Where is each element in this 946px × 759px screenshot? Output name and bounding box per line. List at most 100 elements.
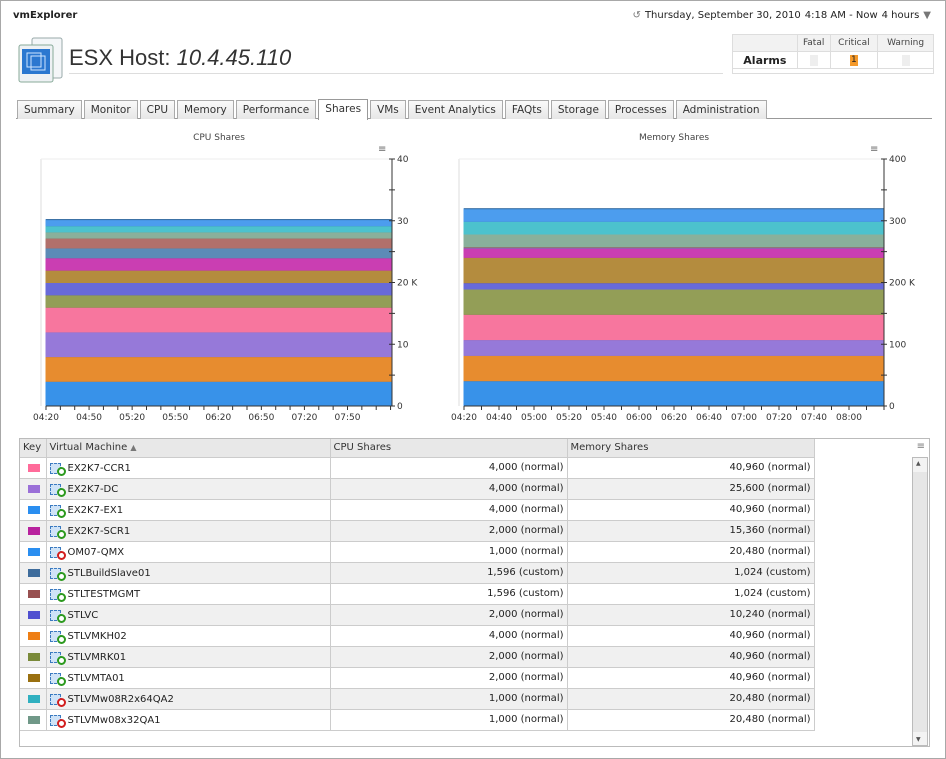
vm-cell[interactable]: OM07-QMX <box>46 541 331 563</box>
tab-faqts[interactable]: FAQts <box>504 100 549 119</box>
table-row[interactable]: STLVMw08x32QA1 1,000 (normal) 20,480 (no… <box>20 709 815 731</box>
table-row[interactable]: STLVC 2,000 (normal) 10,240 (normal) <box>20 604 815 626</box>
memory-shares-cell: 20,480 (normal) <box>567 688 815 710</box>
tab-vms[interactable]: VMs <box>370 100 406 119</box>
time-range-selector[interactable]: ↺ Thursday, September 30, 2010 4:18 AM - N… <box>629 10 931 21</box>
cpu-shares-cell: 1,000 (normal) <box>330 541 568 563</box>
table-row[interactable]: OM07-QMX 1,000 (normal) 20,480 (normal) <box>20 541 815 563</box>
tab-storage[interactable]: Storage <box>550 100 606 119</box>
color-swatch <box>28 590 40 598</box>
cpu-shares-cell: 2,000 (normal) <box>330 646 568 668</box>
tab-processes[interactable]: Processes <box>607 100 674 119</box>
stack-band-stlvmrk01 <box>463 288 885 315</box>
vertical-scrollbar[interactable]: ▲ ▼ <box>912 457 928 746</box>
col-cpu-shares[interactable]: CPU Shares <box>330 439 568 458</box>
tab-shares[interactable]: Shares <box>318 99 369 120</box>
x-tick-label: 07:40 <box>801 413 827 423</box>
color-swatch <box>28 485 40 493</box>
tab-administration[interactable]: Administration <box>675 100 767 119</box>
vm-cell[interactable]: EX2K7-SCR1 <box>46 520 331 542</box>
cpu-shares-cell: 4,000 (normal) <box>330 499 568 521</box>
vm-powered-on-icon <box>49 482 66 497</box>
y-tick-label: 400 <box>889 155 906 165</box>
scroll-down-icon[interactable]: ▼ <box>916 736 921 743</box>
memory-shares-cell: 1,024 (custom) <box>567 583 815 605</box>
vm-cell[interactable]: STLVMKH02 <box>46 625 331 647</box>
memory-shares-cell: 25,600 (normal) <box>567 478 815 500</box>
x-tick-label: 06:20 <box>661 413 687 423</box>
table-row[interactable]: STLBuildSlave01 1,596 (custom) 1,024 (cu… <box>20 562 815 584</box>
vm-cell[interactable]: EX2K7-EX1 <box>46 499 331 521</box>
color-swatch <box>28 569 40 577</box>
chevron-down-icon[interactable]: ▼ <box>923 10 931 21</box>
table-row[interactable]: EX2K7-CCR1 4,000 (normal) 40,960 (normal… <box>20 457 815 479</box>
col-virtual-machine[interactable]: Virtual Machine ▲ <box>46 439 331 458</box>
vm-cell[interactable]: STLVMw08R2x64QA2 <box>46 688 331 710</box>
table-row[interactable]: EX2K7-DC 4,000 (normal) 25,600 (normal) <box>20 478 815 500</box>
vm-name: EX2K7-DC <box>67 483 119 495</box>
host-server-icon <box>18 37 63 83</box>
x-tick-label: 04:20 <box>451 413 477 423</box>
stack-band-ex2k7-ex1 <box>463 380 885 407</box>
vm-cell[interactable]: STLVMTA01 <box>46 667 331 689</box>
tab-event-analytics[interactable]: Event Analytics <box>407 100 503 119</box>
vm-cell[interactable]: STLVMRK01 <box>46 646 331 668</box>
memory-chart-menu-icon[interactable]: ≡ <box>870 144 879 155</box>
vm-cell[interactable]: STLVC <box>46 604 331 626</box>
table-row[interactable]: EX2K7-EX1 4,000 (normal) 40,960 (normal) <box>20 499 815 521</box>
divider <box>69 73 723 74</box>
vm-cell[interactable]: STLBuildSlave01 <box>46 562 331 584</box>
vm-cell[interactable]: EX2K7-DC <box>46 478 331 500</box>
alarm-count-critical[interactable]: 1 <box>849 54 858 66</box>
cpu-shares-cell: 1,596 (custom) <box>330 583 568 605</box>
stack-band-stlbuildslave01 <box>45 247 393 259</box>
table-row[interactable]: STLVMRK01 2,000 (normal) 40,960 (normal) <box>20 646 815 668</box>
y-tick-label: 10 <box>397 340 409 350</box>
memory-shares-cell: 40,960 (normal) <box>567 625 815 647</box>
grid-menu-icon[interactable]: ≡ <box>916 441 925 452</box>
y-tick-label: 0 <box>889 402 895 412</box>
stack-band-stlvmw08r2x64qa2 <box>45 225 393 233</box>
stack-band-stlvmkh02 <box>463 354 885 382</box>
alarm-count-fatal[interactable] <box>809 54 818 66</box>
tab-cpu[interactable]: CPU <box>139 100 176 119</box>
range-label: 4:18 AM - Now <box>804 10 878 21</box>
tab-monitor[interactable]: Monitor <box>83 100 138 119</box>
y-tick-label: 40 <box>397 155 409 165</box>
stack-band-stlvmta01 <box>45 269 393 284</box>
scrollbar-thumb[interactable] <box>913 472 927 732</box>
table-row[interactable]: STLVMTA01 2,000 (normal) 40,960 (normal) <box>20 667 815 689</box>
key-cell <box>20 646 47 668</box>
cpu-shares-cell: 1,000 (normal) <box>330 688 568 710</box>
vm-powered-on-icon <box>49 503 66 518</box>
tab-memory[interactable]: Memory <box>177 100 234 119</box>
table-row[interactable]: STLTESTMGMT 1,596 (custom) 1,024 (custom… <box>20 583 815 605</box>
table-row[interactable]: STLVMw08R2x64QA2 1,000 (normal) 20,480 (… <box>20 688 815 710</box>
y-tick-label: 200 K <box>889 279 916 289</box>
memory-shares-cell: 20,480 (normal) <box>567 541 815 563</box>
cpu-chart-menu-icon[interactable]: ≡ <box>378 144 387 155</box>
vm-powered-off-icon <box>49 692 66 707</box>
vm-powered-on-icon <box>49 461 66 476</box>
memory-chart-title: Memory Shares <box>638 133 710 143</box>
x-tick-label: 05:20 <box>556 413 582 423</box>
vm-powered-on-icon <box>49 566 66 581</box>
vm-shares-grid: Key Virtual Machine ▲ CPU Shares Memory … <box>19 438 930 747</box>
col-memory-shares[interactable]: Memory Shares <box>567 439 815 458</box>
vm-cell[interactable]: EX2K7-CCR1 <box>46 457 331 479</box>
tab-summary[interactable]: Summary <box>17 100 82 119</box>
scroll-up-icon[interactable]: ▲ <box>916 460 921 467</box>
memory-shares-cell: 1,024 (custom) <box>567 562 815 584</box>
col-key[interactable]: Key <box>20 439 47 458</box>
y-tick-label: 300 <box>889 217 906 227</box>
vm-cell[interactable]: STLTESTMGMT <box>46 583 331 605</box>
key-cell <box>20 709 47 731</box>
tab-performance[interactable]: Performance <box>235 100 317 119</box>
vm-cell[interactable]: STLVMw08x32QA1 <box>46 709 331 731</box>
stack-band-stlvmw08r2x64qa2 <box>463 220 885 235</box>
cpu-shares-cell: 2,000 (normal) <box>330 520 568 542</box>
table-row[interactable]: STLVMKH02 4,000 (normal) 40,960 (normal) <box>20 625 815 647</box>
vm-powered-off-icon <box>49 545 66 560</box>
alarm-count-warning[interactable] <box>901 54 910 66</box>
table-row[interactable]: EX2K7-SCR1 2,000 (normal) 15,360 (normal… <box>20 520 815 542</box>
